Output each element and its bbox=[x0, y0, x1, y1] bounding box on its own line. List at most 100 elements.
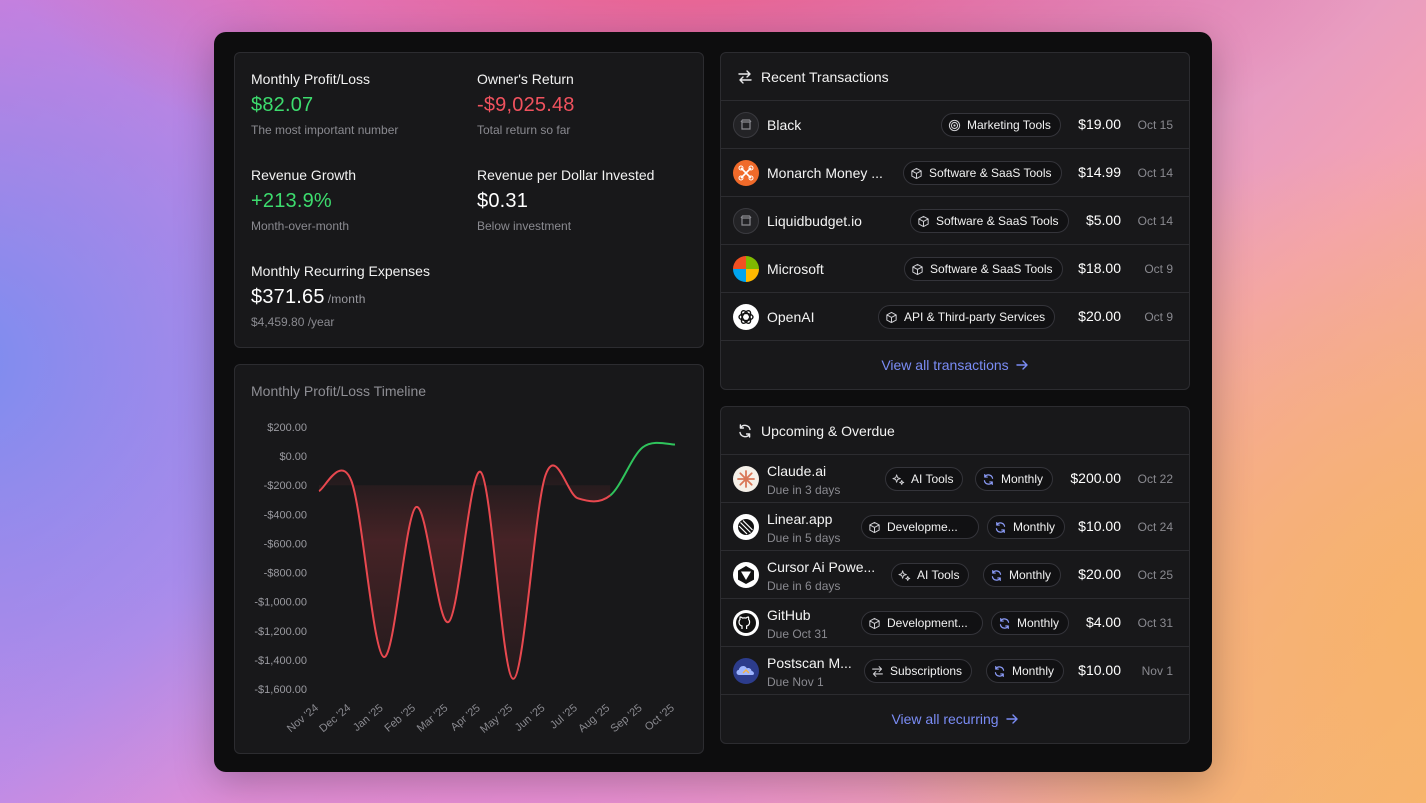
category-badge[interactable]: API & Third-party Services bbox=[878, 305, 1056, 329]
view-all-transactions-label: View all transactions bbox=[881, 357, 1009, 373]
y-tick-label: -$1,200.00 bbox=[254, 626, 307, 638]
transaction-row[interactable]: Liquidbudget.io Software & SaaS Tools $5… bbox=[721, 197, 1189, 245]
recurring-row[interactable]: GitHub Due Oct 31 Development... Monthly… bbox=[721, 599, 1189, 647]
x-tick-label: Jun '25 bbox=[513, 702, 548, 734]
recurring-row[interactable]: Claude.ai Due in 3 days AI Tools Monthly… bbox=[721, 455, 1189, 503]
store-icon bbox=[733, 208, 759, 234]
loss-area-fill bbox=[319, 465, 611, 679]
metric-label: Monthly Profit/Loss bbox=[251, 71, 371, 87]
transaction-row[interactable]: Microsoft Software & SaaS Tools $18.00 O… bbox=[721, 245, 1189, 293]
monarch-logo-icon bbox=[733, 160, 759, 186]
category-badge[interactable]: Software & SaaS Tools bbox=[910, 209, 1069, 233]
category-badge[interactable]: AI Tools bbox=[885, 467, 964, 491]
category-label: Marketing Tools bbox=[967, 118, 1051, 132]
metric-value: $0.31 bbox=[477, 190, 529, 212]
metric-sub: Below investment bbox=[477, 219, 572, 233]
arrow-right-icon bbox=[1015, 360, 1028, 370]
frequency-badge[interactable]: Monthly bbox=[975, 467, 1054, 491]
transaction-row[interactable]: OpenAI API & Third-party Services $20.00… bbox=[721, 293, 1189, 341]
refresh-icon bbox=[999, 617, 1010, 629]
frequency-badge[interactable]: Monthly bbox=[983, 563, 1062, 587]
profit-line bbox=[609, 441, 676, 497]
metric-value: $82.07 bbox=[251, 94, 314, 116]
view-all-recurring-label: View all recurring bbox=[891, 711, 999, 727]
x-tick-label: Apr '25 bbox=[449, 702, 483, 733]
recurring-amount: $20.00 bbox=[1078, 566, 1121, 582]
sparkles-icon bbox=[892, 473, 905, 485]
frequency-badge[interactable]: Monthly bbox=[987, 515, 1066, 539]
cursor-logo-icon bbox=[733, 562, 759, 588]
cube-icon bbox=[869, 521, 880, 533]
recurring-amount: $10.00 bbox=[1078, 518, 1121, 534]
x-tick-label: Dec '24 bbox=[317, 702, 353, 735]
recurring-due: Due in 6 days bbox=[767, 579, 841, 593]
category-badge[interactable]: Software & SaaS Tools bbox=[904, 257, 1063, 281]
frequency-label: Monthly bbox=[1013, 520, 1056, 534]
dashboard-frame: Monthly Profit/Loss $82.07 The most impo… bbox=[214, 32, 1212, 772]
frequency-badge[interactable]: Monthly bbox=[986, 659, 1065, 683]
metric-label: Revenue per Dollar Invested bbox=[477, 167, 655, 183]
transaction-amount: $20.00 bbox=[1078, 308, 1121, 324]
category-label: Software & SaaS Tools bbox=[929, 166, 1052, 180]
y-tick-label: -$1,400.00 bbox=[254, 655, 307, 667]
x-tick-label: Aug '25 bbox=[576, 702, 612, 735]
category-label: AI Tools bbox=[917, 568, 960, 582]
category-label: Development... bbox=[887, 616, 968, 630]
metric-recurring-expenses: Monthly Recurring Expenses $371.65/month… bbox=[251, 263, 430, 329]
transaction-row[interactable]: Black Marketing Tools $19.00 Oct 15 bbox=[721, 101, 1189, 149]
profit-loss-line-chart: $200.00 $0.00 -$200.00 -$400.00 -$600.00 -$80… bbox=[254, 422, 677, 736]
openai-logo-icon bbox=[733, 304, 759, 330]
y-tick-label: $0.00 bbox=[279, 451, 307, 463]
recurring-row[interactable]: Linear.app Due in 5 days Developme... Mo… bbox=[721, 503, 1189, 551]
recurring-amount: $200.00 bbox=[1070, 470, 1121, 486]
category-label: Subscriptions bbox=[890, 664, 963, 678]
transaction-date: Oct 14 bbox=[1137, 214, 1173, 228]
cube-icon bbox=[918, 215, 929, 227]
y-tick-label: -$400.00 bbox=[264, 509, 307, 521]
refresh-icon bbox=[995, 521, 1006, 533]
category-badge[interactable]: Developme... bbox=[861, 515, 979, 539]
y-tick-label: -$600.00 bbox=[264, 538, 307, 550]
recurring-amount: $4.00 bbox=[1085, 614, 1121, 630]
recent-transactions-header: Recent Transactions bbox=[721, 53, 1189, 101]
metric-value-amount: $371.65 bbox=[251, 286, 325, 308]
transaction-row[interactable]: Monarch Money ... Software & SaaS Tools … bbox=[721, 149, 1189, 197]
view-all-transactions-link[interactable]: View all transactions bbox=[721, 341, 1189, 389]
recurring-amount: $10.00 bbox=[1078, 662, 1121, 678]
category-badge[interactable]: Software & SaaS Tools bbox=[903, 161, 1062, 185]
recurring-row[interactable]: Postscan M... Due Nov 1 Subscriptions Mo… bbox=[721, 647, 1189, 695]
category-badge[interactable]: Subscriptions bbox=[864, 659, 973, 683]
recurring-row[interactable]: Cursor Ai Powe... Due in 6 days AI Tools… bbox=[721, 551, 1189, 599]
metric-sub: The most important number bbox=[251, 123, 399, 137]
transaction-name: Monarch Money ... bbox=[767, 165, 883, 181]
transaction-amount: $5.00 bbox=[1085, 212, 1121, 228]
category-badge[interactable]: Marketing Tools bbox=[941, 113, 1061, 137]
refresh-icon bbox=[739, 423, 751, 438]
metric-value: +213.9% bbox=[251, 190, 332, 212]
category-badge[interactable]: AI Tools bbox=[891, 563, 970, 587]
metric-owner-return: Owner's Return -$9,025.48 Total return s… bbox=[477, 71, 575, 137]
frequency-badge[interactable]: Monthly bbox=[991, 611, 1070, 635]
microsoft-logo-icon bbox=[733, 256, 759, 282]
category-label: API & Third-party Services bbox=[904, 310, 1046, 324]
recurring-due: Due in 3 days bbox=[767, 483, 841, 497]
x-tick-label: Jan '25 bbox=[351, 702, 386, 734]
metric-label: Revenue Growth bbox=[251, 167, 357, 183]
frequency-label: Monthly bbox=[1009, 568, 1052, 582]
transaction-date: Oct 9 bbox=[1144, 262, 1173, 276]
category-badge[interactable]: Development... bbox=[861, 611, 983, 635]
recurring-date: Nov 1 bbox=[1141, 664, 1173, 678]
view-all-recurring-link[interactable]: View all recurring bbox=[721, 695, 1189, 743]
y-tick-label: -$800.00 bbox=[264, 568, 307, 580]
y-tick-label: -$1,000.00 bbox=[254, 597, 307, 609]
cube-icon bbox=[869, 617, 880, 629]
recurring-name: GitHub bbox=[767, 607, 811, 623]
transaction-amount: $14.99 bbox=[1078, 164, 1121, 180]
frequency-label: Monthly bbox=[1012, 664, 1055, 678]
refresh-icon bbox=[991, 569, 1002, 581]
recurring-date: Oct 22 bbox=[1137, 472, 1173, 486]
category-label: Software & SaaS Tools bbox=[930, 262, 1053, 276]
metric-unit: /month bbox=[327, 292, 366, 306]
metric-sub: Total return so far bbox=[477, 123, 571, 137]
chart-title: Monthly Profit/Loss Timeline bbox=[251, 383, 427, 399]
